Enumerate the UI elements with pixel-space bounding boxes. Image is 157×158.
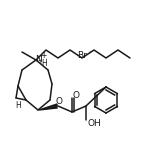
Text: H: H bbox=[15, 101, 21, 110]
Text: OH: OH bbox=[87, 118, 101, 128]
Text: H: H bbox=[41, 60, 47, 69]
Text: O: O bbox=[73, 91, 79, 100]
Text: Br: Br bbox=[77, 52, 87, 61]
Text: N: N bbox=[35, 55, 41, 64]
Text: +: + bbox=[40, 52, 46, 61]
Text: O: O bbox=[56, 97, 62, 106]
Text: ⁻: ⁻ bbox=[88, 49, 92, 58]
Polygon shape bbox=[39, 104, 57, 110]
